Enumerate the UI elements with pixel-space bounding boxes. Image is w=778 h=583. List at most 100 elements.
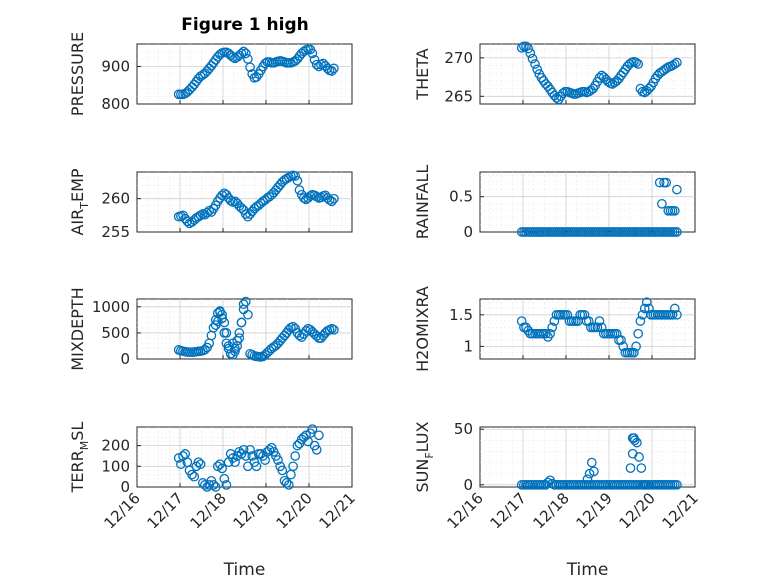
data-point [669,59,680,69]
y-tick-label: 0 [120,478,130,496]
data-point [672,309,682,320]
y-tick-label: 1 [463,337,473,355]
data-point [217,313,227,324]
data-point [551,92,562,103]
data-point [636,463,647,473]
data-point [290,171,301,181]
data-point [208,480,219,490]
data-point [290,451,301,461]
data-point [594,72,605,83]
x-tick-label: 12/20 [616,489,659,532]
data-point [309,54,320,65]
data-point [586,457,597,468]
data-point [324,195,335,205]
data-point [547,322,558,333]
data-point [215,307,225,317]
data-point [234,333,245,343]
data-point [629,433,639,443]
data-point [627,448,638,459]
data-point [245,62,255,73]
data-point [283,480,294,490]
y-tick-label: 265 [444,87,473,105]
data-point [219,328,230,338]
data-point [210,482,221,492]
data-point [545,328,555,339]
data-point [234,328,245,338]
data-point [672,227,682,237]
data-point [240,209,251,219]
data-point [238,46,249,57]
data-point [210,315,221,325]
data-point [672,479,682,490]
data-point [217,463,227,474]
data-point [243,309,253,320]
data-point [314,430,324,441]
data-point [228,52,238,62]
data-point [657,198,667,209]
plot-frame [479,171,696,233]
data-point [543,477,553,488]
data-point [189,471,200,482]
data-point [654,177,665,188]
y-axis-label: H2OMIXRA [413,286,432,372]
data-point [281,478,292,488]
y-tick-label: 260 [101,190,130,208]
data-point [230,346,240,357]
data-point [329,193,339,204]
data-point [669,303,680,314]
data-point [292,175,303,186]
data-point [221,338,232,349]
x-tick-label: 12/18 [530,489,573,532]
data-point [294,185,305,195]
data-point [182,216,193,227]
data-point [616,335,626,345]
x-tick-label: 12/19 [573,489,616,532]
data-point [521,41,531,52]
x-tick-label: 12/17 [487,489,530,532]
data-point [225,195,236,206]
data-point [629,347,639,358]
data-point [230,457,240,468]
data-point [661,177,672,188]
y-tick-label: 100 [101,457,130,475]
y-tick-label: 0.5 [449,188,473,206]
data-point [298,193,309,203]
data-point [326,196,337,207]
data-point [635,316,646,326]
data-point [672,184,682,195]
data-point [288,461,298,472]
data-point [631,341,641,352]
data-point [523,43,534,54]
x-tick-label: 12/18 [187,489,230,532]
data-point [589,466,599,477]
data-point [631,57,641,68]
y-axis-label: TERRMSL [68,422,91,494]
panel-pressure: 800 900 PRESSURE [68,32,353,116]
y-tick-label: 1.5 [449,306,473,324]
data-point [639,303,650,314]
panel-air_temp: 255 260 AIRTEMP [68,168,353,241]
data-point [217,190,227,201]
data-point [236,317,247,328]
x-tick-label: 12/17 [144,489,187,532]
data-point [329,63,339,74]
x-tick-label: 12/20 [273,489,316,532]
data-point [640,479,651,490]
y-tick-label: 0 [463,223,473,241]
data-point [530,59,540,69]
data-point [307,48,318,59]
panel-mixdepth: 0 500 1000 MIXDEPTH [68,287,353,371]
y-tick-label: 500 [101,324,130,342]
data-point [236,48,247,59]
panel-sun_flux: 0 50 SUNFLUX 12/16 12/17 12/18 12/19 12/20 12/21… [413,420,702,580]
data-point [294,330,305,341]
data-point [240,48,251,59]
panel-h2omixra: 1 1.5 H2OMIXRA [413,286,696,372]
data-point [251,461,262,472]
data-point [184,347,195,358]
panel-rainfall: 0 0.5 RAINFALL [413,165,696,241]
y-axis-label: THETA [413,48,432,100]
data-point [238,299,249,310]
data-point [240,296,251,307]
